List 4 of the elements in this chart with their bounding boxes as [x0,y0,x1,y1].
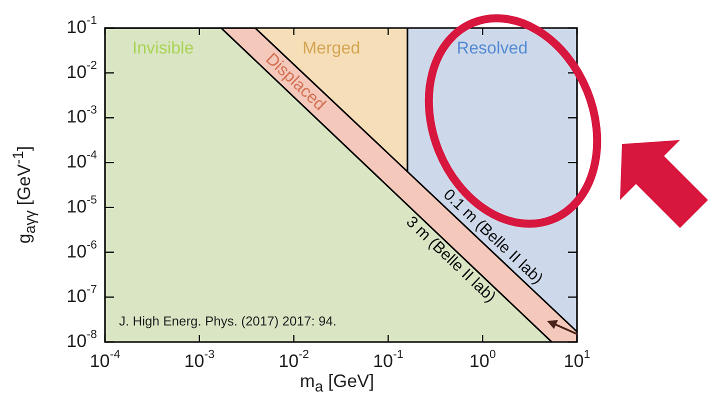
x-axis-title: m$_{a}$ [GeV] [298,370,376,398]
band-label: Resolved [456,38,528,58]
legend-label: Invisible [132,38,194,58]
annotation: J. High Energ. Phys. (2017) 2017: 94. [119,314,337,329]
